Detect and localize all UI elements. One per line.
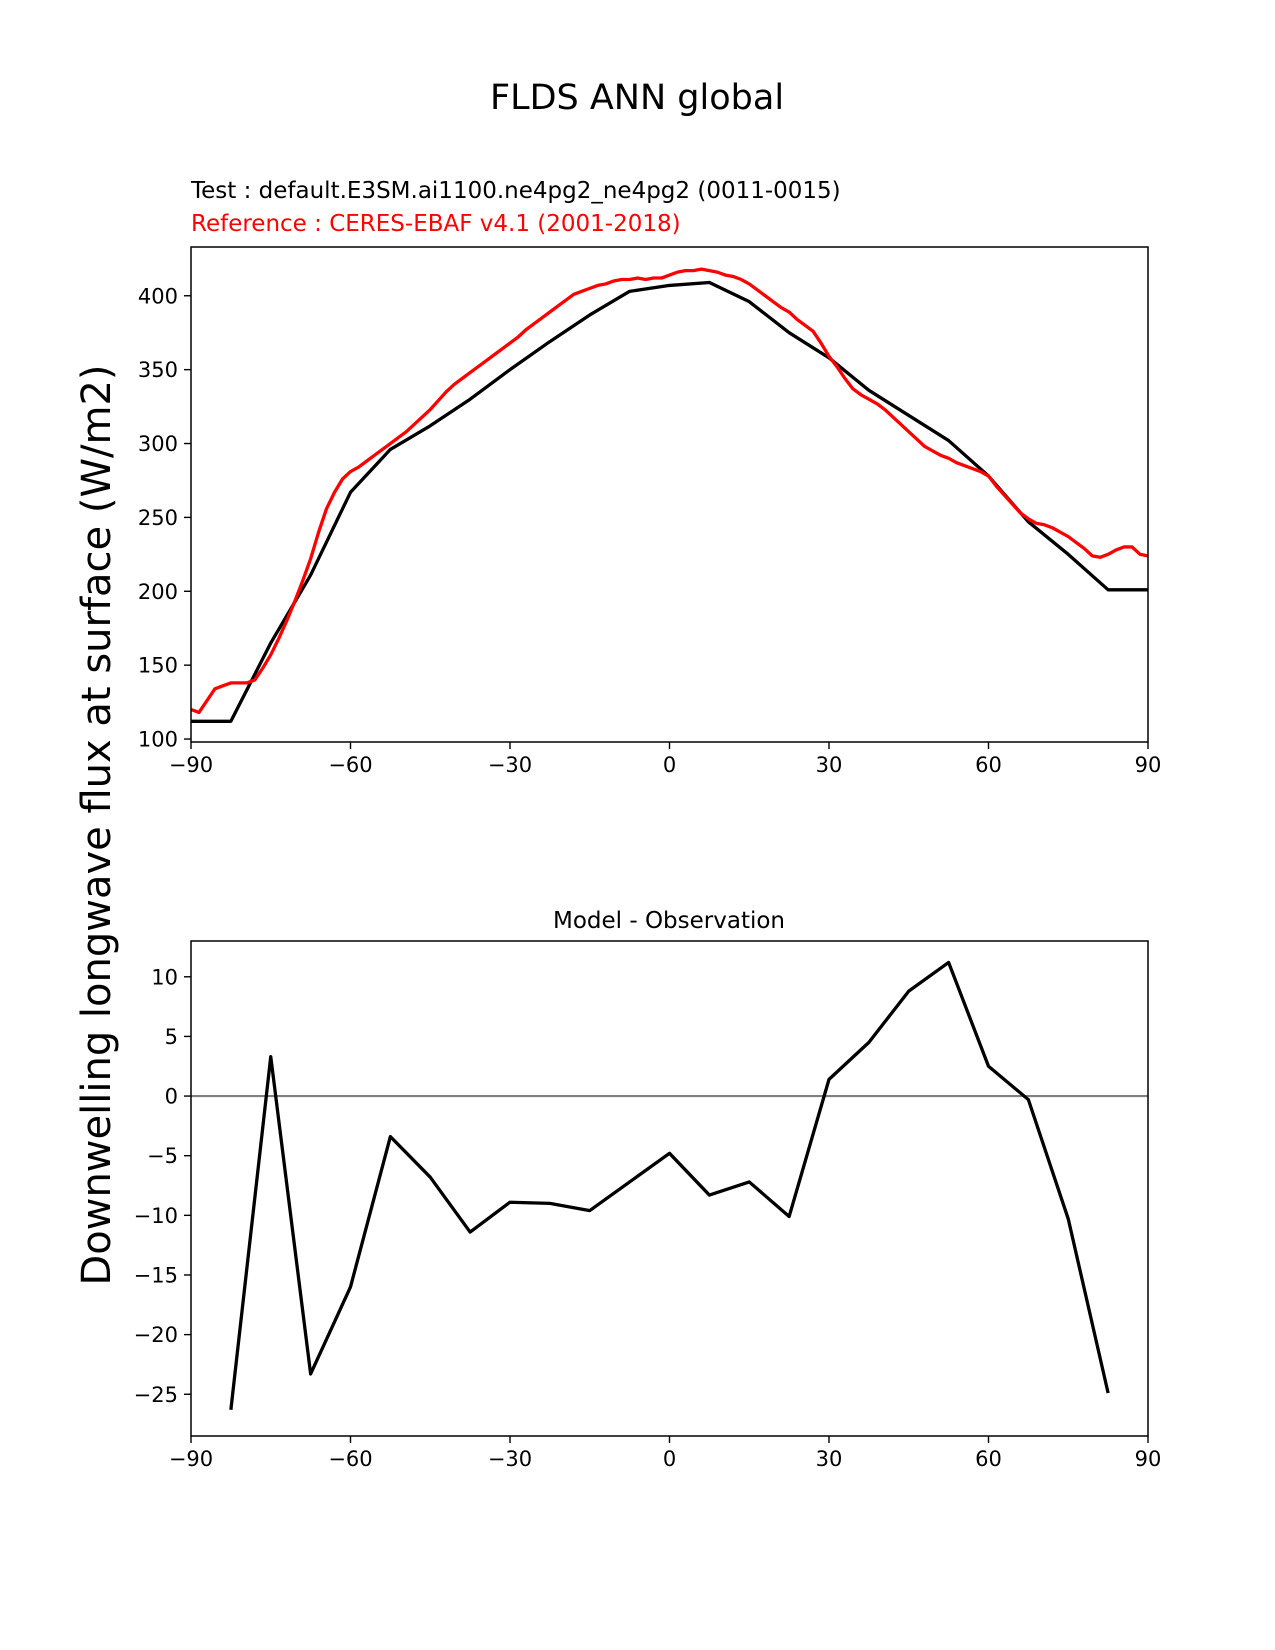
top-ytick-label: 250	[138, 506, 178, 530]
top-ytick-label: 400	[138, 284, 178, 308]
top-xtick-label: −30	[488, 753, 532, 777]
top-ytick-label: 100	[138, 728, 178, 752]
top-xtick-label: 60	[975, 753, 1002, 777]
bottom-xtick-label: 90	[1135, 1447, 1162, 1471]
bottom-xtick-label: −90	[169, 1447, 213, 1471]
test-subtitle: Test : default.E3SM.ai1100.ne4pg2_ne4pg2…	[190, 178, 841, 204]
bottom-plot-frame	[190, 940, 1149, 1437]
top-xtick-label: 30	[816, 753, 843, 777]
bottom-ytick-label: 10	[151, 965, 178, 989]
figure-ylabel: Downwelling longwave flux at surface (W/…	[74, 364, 120, 1285]
figure-title: FLDS ANN global	[490, 78, 784, 118]
bottom-ytick-label: −10	[134, 1204, 178, 1228]
bottom-ytick-label: −15	[134, 1263, 178, 1287]
top-xtick-label: 90	[1135, 753, 1162, 777]
top-test-line	[191, 280, 1148, 723]
difference-title: Model - Observation	[553, 908, 785, 934]
bottom-xtick-label: 0	[663, 1447, 676, 1471]
difference-plot: Model - Observation −90 −60 −30 0 30 60 90 10 5 0…	[134, 908, 1162, 1471]
top-ytick-label: 200	[138, 580, 178, 604]
bottom-xtick-label: 60	[975, 1447, 1002, 1471]
top-xtick-label: −60	[328, 753, 372, 777]
bottom-difference-line	[229, 960, 1110, 1410]
reference-subtitle: Reference : CERES-EBAF v4.1 (2001-2018)	[191, 211, 681, 237]
bottom-xtick-label: −30	[488, 1447, 532, 1471]
top-xtick-label: 0	[663, 753, 676, 777]
bottom-xtick-label: −60	[328, 1447, 372, 1471]
bottom-ytick-label: −20	[134, 1323, 178, 1347]
bottom-ytick-label: −5	[147, 1144, 178, 1168]
top-xtick-label: −90	[169, 753, 213, 777]
top-plot-frame	[190, 246, 1149, 743]
top-ytick-label: 350	[138, 358, 178, 382]
bottom-ytick-label: −25	[134, 1383, 178, 1407]
main-plot: Test : default.E3SM.ai1100.ne4pg2_ne4pg2…	[138, 178, 1161, 777]
top-ytick-label: 150	[138, 654, 178, 678]
top-reference-line	[190, 267, 1149, 715]
bottom-xtick-label: 30	[816, 1447, 843, 1471]
top-ytick-label: 300	[138, 432, 178, 456]
bottom-ytick-label: 0	[165, 1085, 178, 1109]
bottom-ytick-label: 5	[165, 1025, 178, 1049]
